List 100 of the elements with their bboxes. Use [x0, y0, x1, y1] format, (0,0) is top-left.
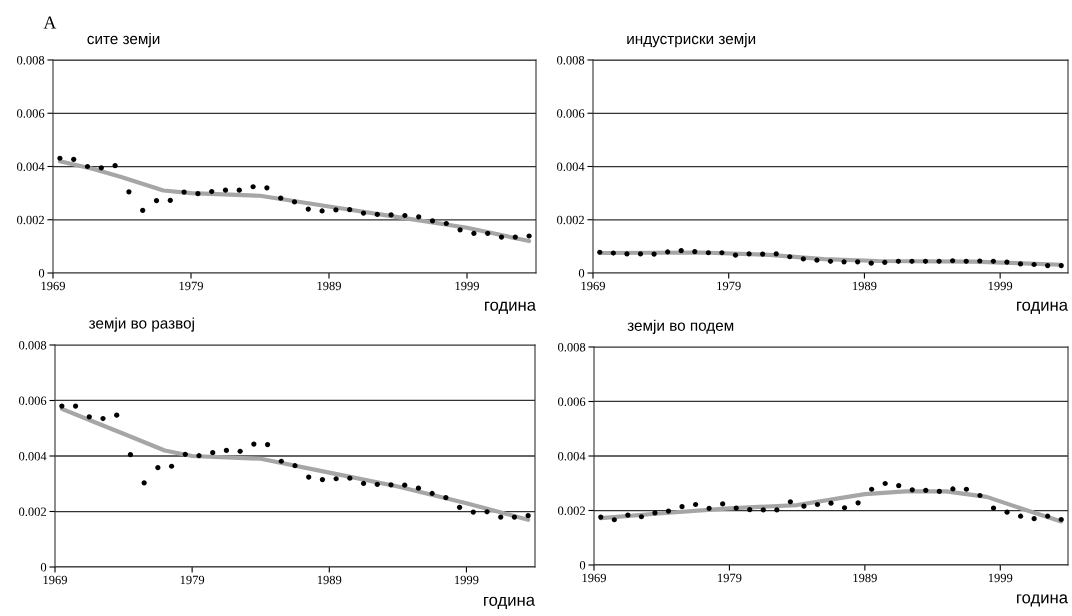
point	[950, 486, 956, 492]
point	[611, 517, 617, 523]
point	[1058, 516, 1064, 523]
x-tick-label: 1969	[41, 281, 65, 291]
x-tick-label: 1979	[179, 281, 203, 291]
point	[882, 259, 888, 265]
point	[923, 487, 929, 493]
point	[333, 207, 339, 213]
text: A	[43, 16, 57, 29]
point	[855, 500, 861, 506]
point	[457, 227, 463, 233]
x-tick-label: 1999	[988, 281, 1013, 291]
point	[429, 490, 435, 497]
point	[264, 185, 270, 191]
point	[787, 499, 793, 505]
point	[443, 220, 449, 227]
point	[237, 448, 243, 454]
y-tick-label: 0	[578, 269, 585, 278]
point	[1045, 513, 1051, 519]
point	[114, 412, 120, 418]
point	[1031, 516, 1037, 522]
point	[196, 453, 202, 459]
point	[223, 447, 230, 454]
point	[471, 230, 477, 236]
point	[882, 480, 888, 487]
y-tick-label: 0.006	[557, 109, 585, 118]
y-tick-label: 0.004	[17, 162, 45, 172]
point	[1045, 262, 1051, 269]
point	[665, 249, 671, 255]
point	[168, 463, 175, 469]
point	[692, 249, 698, 255]
point	[868, 260, 874, 266]
x-tick-label: 1979	[180, 575, 205, 585]
line-series	[598, 489, 1064, 524]
point	[209, 188, 215, 195]
point	[936, 488, 942, 495]
point	[306, 474, 312, 480]
point	[732, 252, 739, 258]
x-tick-label: 1989	[317, 281, 341, 291]
point	[922, 258, 929, 264]
point	[291, 199, 298, 205]
point	[977, 258, 983, 264]
point	[774, 507, 780, 513]
point	[305, 206, 311, 212]
x-axis-title: година	[485, 301, 536, 314]
point	[705, 250, 711, 256]
point	[909, 487, 915, 493]
point	[72, 403, 79, 409]
y-tick-label: 0.008	[17, 56, 45, 65]
point	[195, 191, 201, 197]
point	[760, 251, 766, 257]
point	[990, 258, 996, 264]
point	[746, 251, 752, 257]
point	[787, 254, 793, 260]
point	[526, 233, 532, 239]
point	[388, 212, 394, 218]
point	[127, 452, 134, 458]
point	[251, 441, 257, 447]
x-tick-label: 1989	[853, 281, 877, 291]
point	[773, 251, 779, 257]
point	[679, 504, 685, 510]
y-tick-label: 0.008	[558, 343, 586, 352]
point	[278, 458, 284, 464]
point	[525, 513, 531, 519]
point	[181, 189, 187, 195]
y-tick-label: 0.006	[19, 396, 47, 406]
point	[814, 257, 820, 263]
point	[652, 510, 658, 516]
point	[733, 505, 739, 511]
point	[182, 451, 188, 457]
point	[678, 248, 684, 254]
chart-title: индустриски земји	[627, 32, 756, 48]
point	[800, 256, 806, 262]
point	[841, 259, 847, 265]
x-axis-title: година	[484, 596, 535, 610]
y-tick-label: 0	[579, 561, 586, 570]
y-tick-label: 0.002	[558, 506, 585, 516]
point	[1017, 261, 1024, 267]
point	[706, 505, 712, 511]
point	[498, 514, 504, 520]
point	[155, 465, 161, 471]
y-tick-label: 0.002	[19, 507, 46, 517]
y-tick-label: 0.004	[19, 452, 47, 461]
point	[319, 208, 325, 214]
point	[374, 481, 380, 487]
point	[374, 211, 380, 218]
point	[977, 492, 983, 499]
point	[827, 258, 834, 264]
point	[278, 195, 284, 201]
point	[485, 230, 491, 236]
y-tick-label: 0.004	[558, 452, 586, 461]
point	[415, 485, 422, 491]
point	[250, 184, 256, 190]
point	[936, 258, 942, 264]
point	[651, 251, 657, 257]
point	[456, 504, 463, 510]
point	[1018, 513, 1024, 519]
point	[841, 505, 848, 511]
point	[990, 505, 997, 511]
point	[429, 218, 436, 224]
